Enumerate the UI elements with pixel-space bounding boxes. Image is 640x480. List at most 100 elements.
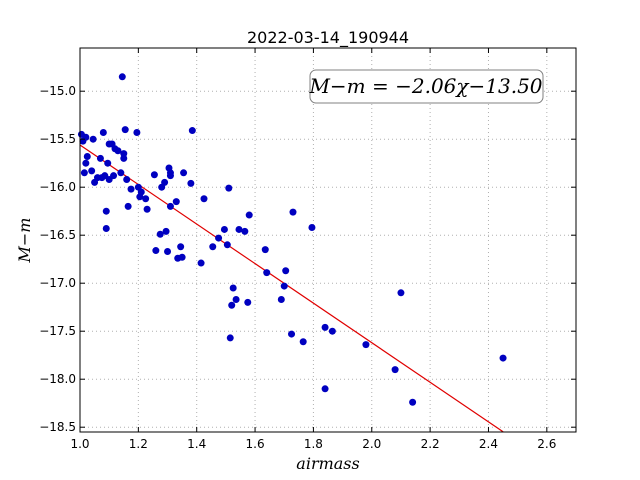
y-tick-label: −15.0: [39, 84, 76, 98]
data-point: [166, 202, 174, 210]
data-point: [289, 208, 297, 216]
data-point: [143, 205, 151, 213]
data-point: [235, 225, 243, 233]
data-point: [409, 398, 417, 406]
data-point: [263, 269, 271, 277]
data-point: [118, 73, 126, 81]
data-point: [88, 167, 96, 175]
x-axis-ticks: 1.0 1.2 1.4 1.6 1.8 2.0 2.2 2.4 2.6: [70, 48, 556, 451]
data-points: [77, 73, 507, 406]
data-point: [187, 179, 195, 187]
data-point: [114, 147, 122, 155]
x-tick-label: 1.4: [187, 437, 206, 451]
data-point: [152, 247, 160, 255]
data-point: [177, 243, 185, 251]
data-point: [328, 327, 336, 335]
data-point: [200, 195, 208, 203]
data-point: [245, 211, 253, 219]
data-point: [102, 207, 110, 215]
data-point: [124, 202, 132, 210]
y-axis-label: M−m: [15, 218, 34, 264]
data-point: [391, 366, 399, 374]
data-point: [299, 338, 307, 346]
data-point: [244, 298, 252, 306]
data-point: [197, 259, 205, 267]
data-point: [120, 150, 128, 158]
data-point: [180, 169, 188, 177]
data-point: [308, 224, 316, 232]
data-point: [226, 334, 234, 342]
data-point: [229, 284, 237, 292]
x-tick-label: 1.6: [246, 437, 265, 451]
data-point: [241, 227, 249, 235]
data-point: [288, 330, 296, 338]
data-point: [83, 152, 91, 160]
data-point: [96, 154, 104, 162]
x-tick-label: 2.0: [362, 437, 381, 451]
data-point: [188, 127, 196, 135]
fit-equation-text: M−m = −2.06χ−13.50: [308, 74, 542, 98]
data-point: [225, 184, 233, 192]
data-point: [162, 227, 170, 235]
fit-line: [79, 144, 504, 433]
y-tick-label: −15.5: [39, 132, 76, 146]
data-point: [150, 171, 158, 179]
fit-line-layer: [79, 144, 504, 433]
data-point: [102, 224, 110, 232]
data-point: [209, 243, 217, 251]
x-tick-label: 1.8: [304, 437, 323, 451]
plot-frame: [79, 47, 577, 433]
x-tick-label: 1.2: [129, 437, 148, 451]
data-point: [110, 172, 118, 180]
y-axis-ticks: −15.0 −15.5 −16.0 −16.5 −17.0 −17.5 −18.0 −18.5: [39, 84, 576, 434]
data-point: [220, 225, 228, 233]
data-point: [121, 126, 129, 134]
data-point: [89, 135, 97, 143]
data-point: [82, 159, 90, 167]
grid-lines: [79, 48, 576, 432]
y-tick-label: −17.0: [39, 276, 76, 290]
y-tick-label: −16.0: [39, 180, 76, 194]
data-point: [280, 282, 288, 290]
data-point: [232, 296, 240, 304]
data-point: [82, 133, 90, 141]
y-tick-label: −18.0: [39, 372, 76, 386]
data-point: [261, 246, 269, 254]
data-point: [499, 354, 507, 362]
data-point: [80, 169, 88, 177]
x-tick-label: 2.4: [479, 437, 498, 451]
data-point: [127, 185, 135, 193]
data-point: [321, 385, 329, 393]
data-point: [120, 154, 128, 162]
x-axis-label: airmass: [296, 454, 359, 473]
data-point: [156, 230, 164, 238]
data-point: [123, 176, 131, 184]
y-tick-label: −17.5: [39, 324, 76, 338]
x-tick-label: 2.2: [421, 437, 440, 451]
data-point: [172, 198, 180, 206]
data-point: [164, 248, 172, 256]
data-point: [161, 178, 169, 186]
y-tick-label: −16.5: [39, 228, 76, 242]
data-point: [137, 188, 145, 196]
data-point: [362, 341, 370, 349]
y-tick-label: −18.5: [39, 420, 76, 434]
data-point: [117, 169, 125, 177]
x-tick-label: 2.6: [537, 437, 556, 451]
fit-equation-box: M−m = −2.06χ−13.50: [308, 69, 544, 104]
data-point: [397, 289, 405, 297]
data-point: [99, 128, 107, 136]
data-point: [321, 323, 329, 331]
data-point: [277, 296, 285, 304]
data-point: [133, 128, 141, 136]
data-point: [223, 241, 231, 249]
data-point: [178, 253, 186, 261]
data-point: [142, 195, 150, 203]
data-point: [104, 159, 112, 167]
data-point: [215, 234, 223, 242]
x-tick-label: 1.0: [70, 437, 89, 451]
data-point: [228, 301, 236, 309]
data-point: [282, 267, 290, 275]
chart-title: 2022-03-14_190944: [247, 28, 409, 48]
